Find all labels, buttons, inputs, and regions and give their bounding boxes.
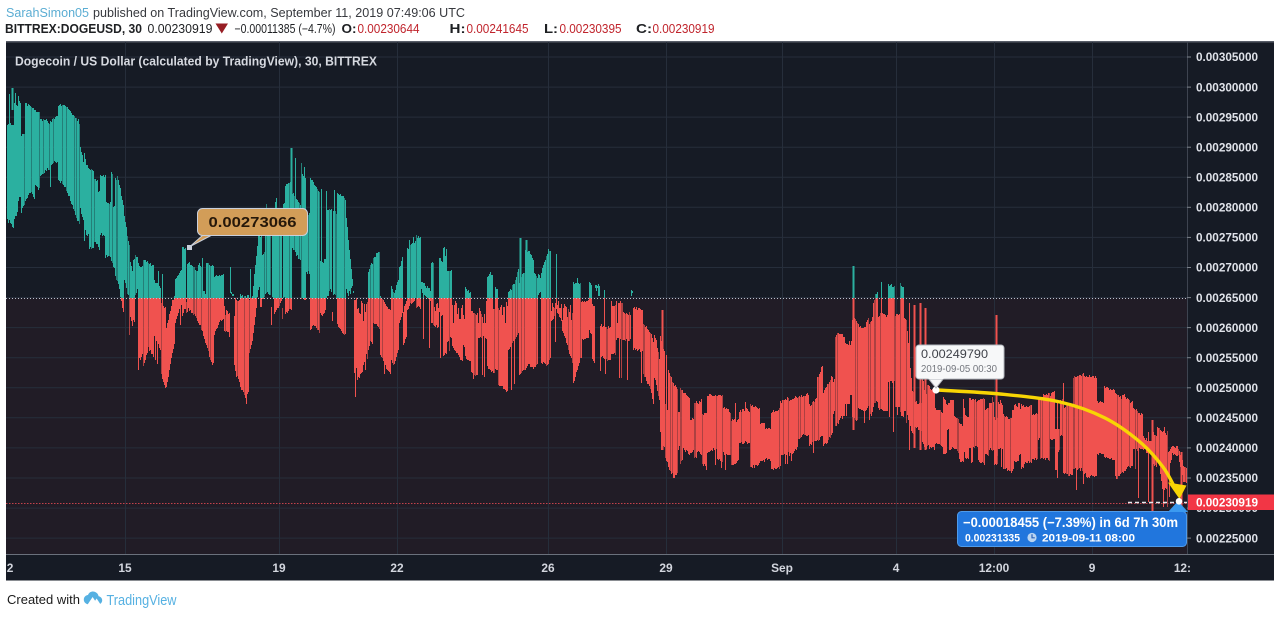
svg-text:TradingView: TradingView <box>107 593 177 609</box>
svg-text:0.00245000: 0.00245000 <box>1196 411 1258 425</box>
svg-text:22: 22 <box>390 561 404 575</box>
svg-text:0.00295000: 0.00295000 <box>1196 110 1258 124</box>
svg-text:0.00290000: 0.00290000 <box>1196 140 1258 154</box>
svg-text:29: 29 <box>659 561 673 575</box>
svg-text:SarahSimon05: SarahSimon05 <box>6 6 89 20</box>
svg-text:BITTREX:DOGEUSD, 30: BITTREX:DOGEUSD, 30 <box>5 22 142 36</box>
svg-text:0.00241645: 0.00241645 <box>467 22 529 36</box>
svg-text:0.00275000: 0.00275000 <box>1196 231 1258 245</box>
svg-text:12:: 12: <box>1174 561 1191 575</box>
svg-text:Created with: Created with <box>7 592 80 607</box>
svg-text:Sep: Sep <box>771 561 793 575</box>
svg-text:0.00285000: 0.00285000 <box>1196 171 1258 185</box>
svg-text:2: 2 <box>7 561 14 575</box>
svg-text:published on TradingView.com,: published on TradingView.com, September … <box>93 6 465 20</box>
svg-text:0.00230919: 0.00230919 <box>1196 496 1258 510</box>
svg-text:0.00240000: 0.00240000 <box>1196 441 1258 455</box>
svg-text:0.00280000: 0.00280000 <box>1196 201 1258 215</box>
svg-text:0.00230919: 0.00230919 <box>653 22 715 36</box>
svg-text:0.00230644: 0.00230644 <box>358 22 420 36</box>
svg-text:0.00265000: 0.00265000 <box>1196 291 1258 305</box>
svg-text:15: 15 <box>118 561 132 575</box>
svg-text:9: 9 <box>1089 561 1096 575</box>
svg-text:0.00273066: 0.00273066 <box>209 214 297 231</box>
svg-text:0.00300000: 0.00300000 <box>1196 80 1258 94</box>
svg-text:19: 19 <box>272 561 286 575</box>
svg-text:0.00249790: 0.00249790 <box>921 347 988 361</box>
svg-text:−0.00018455 (−7.39%) in 6d 7h: −0.00018455 (−7.39%) in 6d 7h 30m <box>963 515 1178 530</box>
svg-text:0.00250000: 0.00250000 <box>1196 381 1258 395</box>
svg-text:2019-09-05 00:30: 2019-09-05 00:30 <box>921 363 997 375</box>
svg-text:0.00305000: 0.00305000 <box>1196 50 1258 64</box>
svg-text:26: 26 <box>541 561 555 575</box>
svg-text:0.00231335: 0.00231335 <box>965 533 1020 545</box>
svg-text:4: 4 <box>893 561 900 575</box>
svg-text:0.00230395: 0.00230395 <box>560 22 622 36</box>
svg-text:Dogecoin / US Dollar (calculat: Dogecoin / US Dollar (calculated by Trad… <box>15 55 378 69</box>
svg-text:0.00225000: 0.00225000 <box>1196 531 1258 545</box>
svg-text:0.00270000: 0.00270000 <box>1196 261 1258 275</box>
svg-text:0.00230919: 0.00230919 <box>148 22 213 36</box>
svg-text:L:: L: <box>544 22 558 36</box>
svg-text:O:: O: <box>342 22 357 36</box>
svg-text:12:00: 12:00 <box>979 561 1010 575</box>
svg-text:C:: C: <box>636 22 652 36</box>
svg-text:0.00260000: 0.00260000 <box>1196 321 1258 335</box>
svg-text:H:: H: <box>450 22 466 36</box>
svg-text:0.00255000: 0.00255000 <box>1196 351 1258 365</box>
svg-text:2019-09-11 08:00: 2019-09-11 08:00 <box>1042 533 1135 545</box>
svg-text:−0.00011385 (−4.7%): −0.00011385 (−4.7%) <box>235 22 336 36</box>
svg-text:0.00235000: 0.00235000 <box>1196 471 1258 485</box>
